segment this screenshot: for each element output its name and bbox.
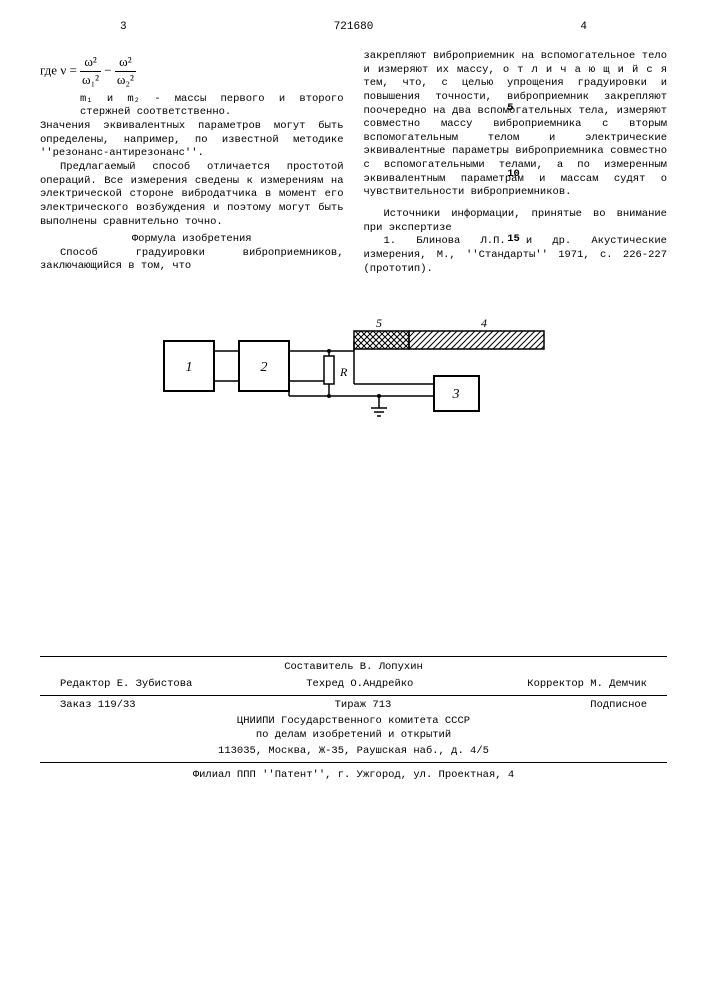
address-line: 113035, Москва, Ж-35, Раушская наб., д. …: [40, 742, 667, 763]
element-4-label: 4: [481, 316, 487, 330]
org-line-2: по делам изобретений и открытий: [40, 729, 667, 743]
patent-number: 721680: [334, 20, 374, 34]
frac1-num: ω²: [80, 54, 101, 72]
page-number-right: 4: [580, 20, 587, 34]
credits-row: Редактор Е. Зубистова Техред О.Андрейко …: [40, 675, 667, 696]
resistor-rect: [324, 356, 334, 384]
para-equivalent: Значения эквивалентных параметров могут …: [40, 120, 344, 161]
circuit-svg: 1 2 R: [154, 316, 554, 436]
formula-where: где: [40, 62, 57, 77]
colophon: Составитель В. Лопухин Редактор Е. Зубис…: [40, 656, 667, 782]
org-line-1: ЦНИИПИ Государственного комитета СССР: [40, 715, 667, 729]
editor: Редактор Е. Зубистова: [60, 678, 192, 692]
para-method: Предлагаемый способ отличается простотой…: [40, 161, 344, 229]
formula: где ν = ω² ω₁² − ω² ω₂²: [40, 54, 344, 89]
tirage: Тираж 713: [335, 699, 392, 713]
formula-minus: −: [104, 62, 111, 77]
text-columns: где ν = ω² ω₁² − ω² ω₂² m₁ и m₂ - массы …: [40, 50, 667, 276]
subscription: Подписное: [590, 699, 647, 713]
frac2-den: ω₂²: [115, 72, 136, 89]
sources-title: Источники информации, принятые во вниман…: [364, 208, 668, 235]
mass-definition: m₁ и m₂ - массы первого и второго стержн…: [40, 93, 344, 120]
frac2-num: ω²: [115, 54, 136, 72]
block-2-label: 2: [260, 360, 267, 375]
element-5-label: 5: [376, 316, 382, 330]
resistor-label: R: [339, 365, 348, 379]
left-column: где ν = ω² ω₁² − ω² ω₂² m₁ и m₂ - массы …: [40, 50, 344, 276]
right-column: закрепляют виброприемник на вспомогатель…: [364, 50, 668, 276]
circuit-figure: 1 2 R: [154, 316, 554, 436]
line-number-15: 15: [507, 233, 520, 247]
branch-line: Филиал ППП ''Патент'', г. Ужгород, ул. П…: [40, 763, 667, 783]
order-row: Заказ 119/33 Тираж 713 Подписное: [40, 696, 667, 716]
corrector: Корректор М. Демчик: [527, 678, 647, 692]
line-number-10: 10: [507, 168, 520, 182]
node-dot: [377, 394, 381, 398]
page-number-left: 3: [120, 20, 127, 34]
para-claim-start: Способ градуировки виброприемников, закл…: [40, 247, 344, 274]
element-5-rect: [354, 331, 409, 349]
node-dot: [327, 349, 331, 353]
order-number: Заказ 119/33: [60, 699, 136, 713]
frac1-den: ω₁²: [80, 72, 101, 89]
line-number-5: 5: [507, 102, 513, 116]
page-header: 3 721680 4: [40, 20, 667, 40]
formula-var: ν =: [60, 62, 76, 77]
formula-title: Формула изобретения: [40, 233, 344, 247]
element-4-rect: [409, 331, 544, 349]
block-1-label: 1: [185, 360, 192, 375]
tech-editor: Техред О.Андрейко: [306, 678, 413, 692]
block-3-label: 3: [451, 387, 459, 402]
compiler-line: Составитель В. Лопухин: [40, 661, 667, 675]
